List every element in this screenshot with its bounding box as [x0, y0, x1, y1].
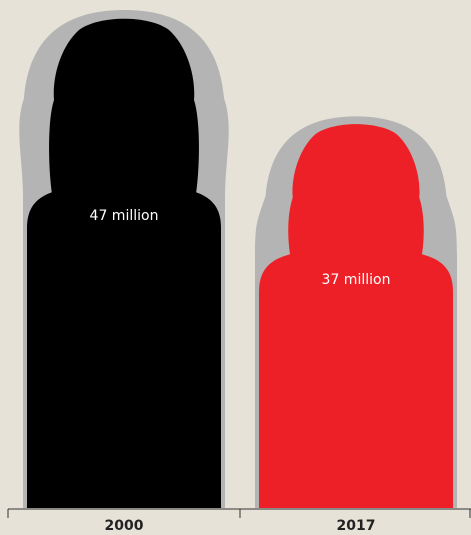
data-label: 37 million: [322, 272, 391, 288]
figure-head: [274, 124, 438, 271]
bar: [259, 249, 453, 509]
figure-head: [34, 18, 214, 208]
bar: [27, 186, 221, 508]
x-tick-label: 2000: [105, 518, 144, 534]
data-label: 47 million: [90, 208, 159, 224]
figure-2017: 37 million: [255, 116, 457, 509]
figure-2000: 47 million: [19, 10, 229, 508]
x-tick-label: 2017: [337, 518, 376, 534]
